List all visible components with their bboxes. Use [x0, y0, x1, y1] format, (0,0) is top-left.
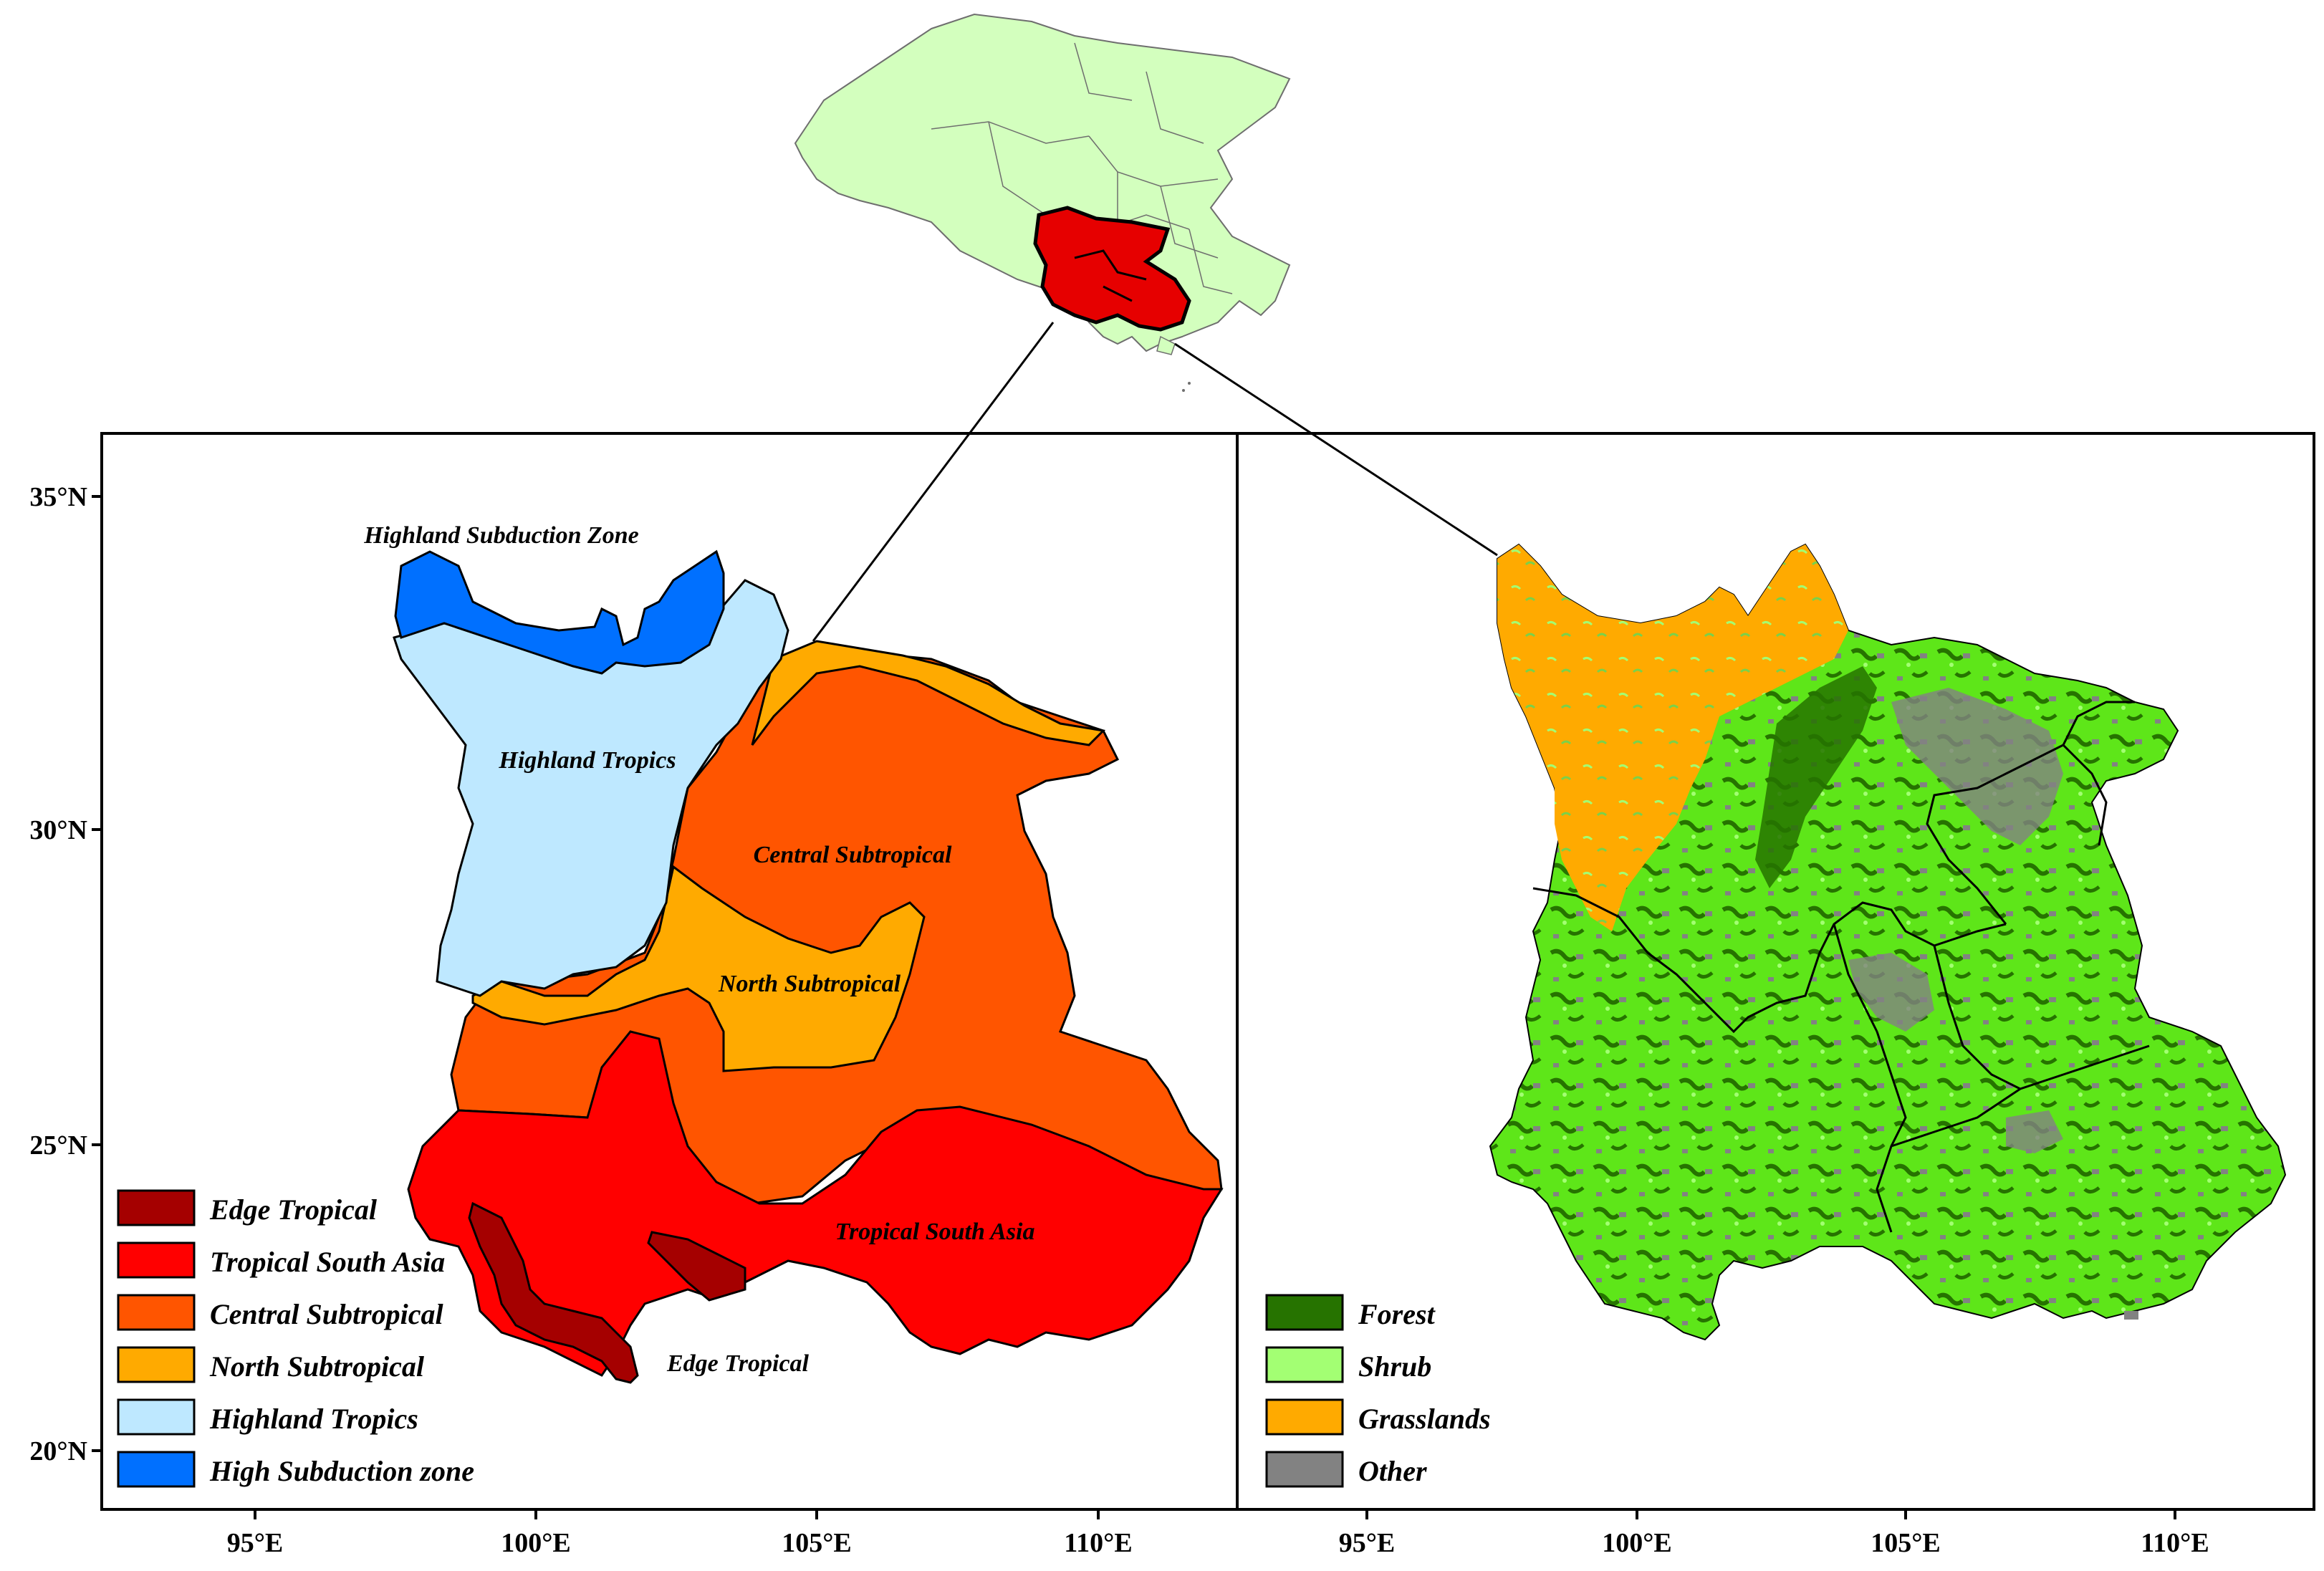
- china-outline: [794, 13, 1291, 352]
- lon-tick-110-right: 110°E: [2141, 1528, 2209, 1558]
- hainan-island: [1156, 335, 1176, 355]
- legend-swatch-north-subtropical: [117, 1346, 196, 1383]
- lat-tick-25: 25°N: [29, 1130, 87, 1161]
- legend-label-highland-tropics: Highland Tropics: [209, 1403, 418, 1435]
- label-highland-subduction-zone: Highland Subduction Zone: [363, 522, 639, 549]
- inset-china-map: [794, 13, 1291, 392]
- legend-label-shrub: Shrub: [1358, 1350, 1431, 1383]
- legend-swatch-shrub: [1265, 1346, 1344, 1383]
- legend-swatch-tropical-south-asia: [117, 1241, 196, 1279]
- legend-label-north-subtropical: North Subtropical: [209, 1350, 425, 1383]
- forest-belt: [1755, 666, 1877, 888]
- legend-label-high-subduction-zone: High Subduction zone: [209, 1455, 474, 1487]
- other-land-region: [1848, 688, 2063, 1153]
- grassland-region: [1497, 544, 1848, 931]
- zone-north-subtropical-north: [751, 640, 1106, 746]
- legend-swatch-edge-tropical: [117, 1189, 196, 1226]
- lon-tick-95-left: 95°E: [227, 1528, 284, 1558]
- lon-tick-100-right: 100°E: [1602, 1528, 1672, 1558]
- legend-label-tropical-south-asia: Tropical South Asia: [210, 1246, 445, 1278]
- zone-tropical-south-asia: [407, 1030, 1224, 1377]
- lon-tick-105-left: 105°E: [782, 1528, 852, 1558]
- inset-study-area-provinces: [1074, 249, 1147, 302]
- legend-swatch-other: [1265, 1451, 1344, 1488]
- lat-tick-30: 30°N: [29, 815, 87, 845]
- legend-label-forest: Forest: [1358, 1298, 1436, 1330]
- legend-label-other: Other: [1358, 1455, 1427, 1487]
- label-highland-tropics: Highland Tropics: [498, 747, 676, 774]
- lon-tick-105-right: 105°E: [1871, 1528, 1941, 1558]
- lon-tick-110-left: 110°E: [1064, 1528, 1132, 1558]
- legend-label-central-subtropical: Central Subtropical: [210, 1298, 444, 1330]
- small-island: [2124, 1311, 2138, 1320]
- legend-swatch-central-subtropical: [117, 1294, 196, 1331]
- label-edge-tropical: Edge Tropical: [666, 1350, 810, 1377]
- label-north-subtropical: North Subtropical: [718, 971, 901, 997]
- left-legend: Edge Tropical Tropical South Asia Centra…: [117, 1189, 474, 1488]
- legend-swatch-grasslands: [1265, 1398, 1344, 1436]
- legend-label-grasslands: Grasslands: [1358, 1403, 1491, 1435]
- right-panel-frame: [1236, 432, 2315, 1511]
- legend-swatch-high-subduction-zone: [117, 1451, 196, 1488]
- lat-tick-35: 35°N: [29, 482, 87, 512]
- label-tropical-south-asia: Tropical South Asia: [835, 1219, 1035, 1245]
- legend-swatch-forest: [1265, 1294, 1344, 1331]
- connector-right: [1174, 342, 1498, 557]
- zone-highland-subduction: [394, 549, 725, 675]
- zone-edge-tropical: [468, 1201, 746, 1384]
- connector-left: [812, 322, 1055, 642]
- province-borders: [1532, 701, 2150, 1233]
- inset-study-area: [1033, 206, 1191, 332]
- right-legend: Forest Shrub Grasslands Other: [1265, 1294, 1491, 1488]
- lon-tick-95-right: 95°E: [1339, 1528, 1396, 1558]
- lon-tick-100-left: 100°E: [501, 1528, 571, 1558]
- label-central-subtropical: Central Subtropical: [754, 842, 952, 868]
- lat-tick-20: 20°N: [29, 1436, 87, 1466]
- legend-swatch-highland-tropics: [117, 1398, 196, 1436]
- zone-north-subtropical-central: [471, 865, 926, 1072]
- left-panel: 35°N 30°N 25°N 20°N 95°E 100°E 105°E 110…: [29, 432, 1239, 1558]
- right-panel: 95°E 100°E 105°E 110°E Forest Shrub Gras…: [1236, 432, 2315, 1558]
- legend-label-edge-tropical: Edge Tropical: [209, 1193, 378, 1226]
